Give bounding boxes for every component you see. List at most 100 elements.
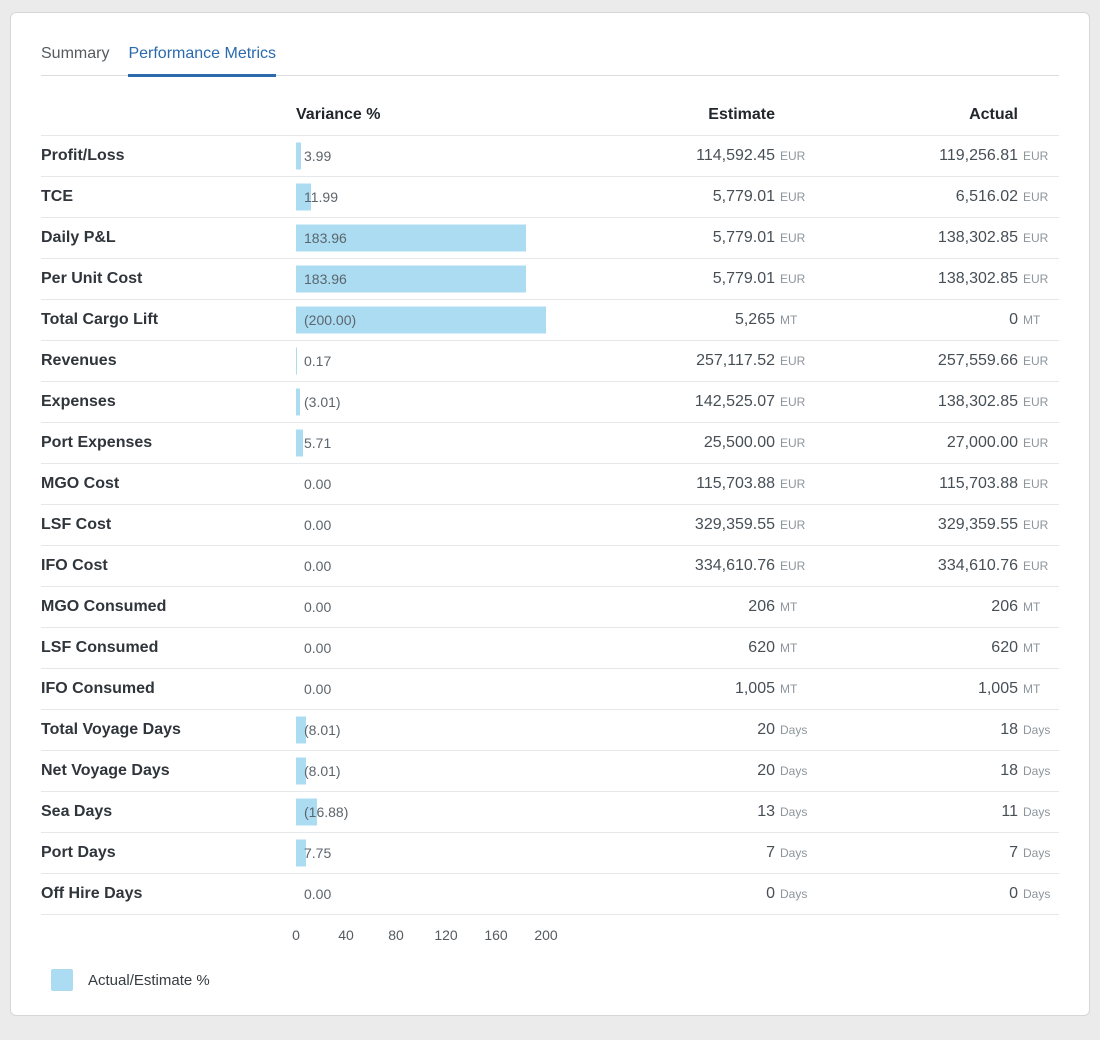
actual-value: 0 <box>1009 885 1018 903</box>
metric-label: Sea Days <box>41 803 296 821</box>
estimate-value: 620 <box>748 639 775 657</box>
estimate-value: 13 <box>757 803 775 821</box>
estimate-unit: EUR <box>780 149 816 163</box>
variance-cell: 0.00 <box>296 464 606 504</box>
variance-cell: 0.00 <box>296 587 606 627</box>
actual-value: 115,703.88 <box>939 475 1018 493</box>
metric-label: Profit/Loss <box>41 147 296 165</box>
variance-cell: 3.99 <box>296 136 606 176</box>
variance-value: 0.00 <box>304 681 331 697</box>
actual-value: 138,302.85 <box>938 229 1018 247</box>
actual-unit: Days <box>1023 764 1059 778</box>
metric-label: Revenues <box>41 352 296 370</box>
actual-value: 138,302.85 <box>938 270 1018 288</box>
estimate-cell: 114,592.45 EUR <box>606 136 816 176</box>
metric-label: Port Expenses <box>41 434 296 452</box>
actual-value: 620 <box>991 639 1018 657</box>
tab-performance-metrics[interactable]: Performance Metrics <box>128 39 276 75</box>
axis-tick-label: 120 <box>434 927 457 943</box>
estimate-unit: EUR <box>780 436 816 450</box>
estimate-unit: Days <box>780 887 816 901</box>
estimate-value: 257,117.52 <box>696 352 775 370</box>
actual-value: 27,000.00 <box>947 434 1018 452</box>
metric-label: Port Days <box>41 844 296 862</box>
actual-value: 138,302.85 <box>938 393 1018 411</box>
axis-tick-label: 200 <box>534 927 557 943</box>
actual-unit: Days <box>1023 723 1059 737</box>
actual-unit: EUR <box>1023 559 1059 573</box>
estimate-unit: EUR <box>780 559 816 573</box>
estimate-value: 0 <box>766 885 775 903</box>
axis-tick-label: 80 <box>388 927 404 943</box>
variance-cell: 0.17 <box>296 341 606 381</box>
actual-unit: EUR <box>1023 395 1059 409</box>
variance-value: 0.00 <box>304 886 331 902</box>
variance-value: 0.00 <box>304 558 331 574</box>
actual-unit: EUR <box>1023 354 1059 368</box>
actual-unit: MT <box>1023 313 1059 327</box>
variance-cell: 11.99 <box>296 177 606 217</box>
variance-cell: (8.01) <box>296 751 606 791</box>
metric-label: Off Hire Days <box>41 885 296 903</box>
estimate-value: 114,592.45 <box>696 147 775 165</box>
legend-label: Actual/Estimate % <box>88 972 210 989</box>
estimate-unit: EUR <box>780 477 816 491</box>
actual-cell: 138,302.85 EUR <box>816 382 1059 422</box>
actual-unit: EUR <box>1023 149 1059 163</box>
estimate-value: 20 <box>757 762 775 780</box>
variance-value: 11.99 <box>304 189 338 205</box>
estimate-value: 20 <box>757 721 775 739</box>
estimate-unit: EUR <box>780 231 816 245</box>
metric-label: Total Voyage Days <box>41 721 296 739</box>
metric-label: Expenses <box>41 393 296 411</box>
actual-unit: EUR <box>1023 436 1059 450</box>
variance-cell: 0.00 <box>296 505 606 545</box>
actual-unit: MT <box>1023 600 1059 614</box>
chart-legend: Actual/Estimate % <box>41 969 1059 991</box>
variance-value: 183.96 <box>304 230 347 246</box>
estimate-value: 115,703.88 <box>696 475 775 493</box>
estimate-value: 7 <box>766 844 775 862</box>
estimate-value: 1,005 <box>735 680 775 698</box>
estimate-unit: MT <box>780 600 816 614</box>
tabs: Summary Performance Metrics <box>41 39 1059 76</box>
estimate-value: 5,779.01 <box>713 229 775 247</box>
variance-value: (8.01) <box>304 722 341 738</box>
actual-unit: MT <box>1023 641 1059 655</box>
variance-bar <box>296 143 301 170</box>
table-header-row: Variance % Estimate Actual <box>41 94 1059 136</box>
actual-value: 1,005 <box>978 680 1018 698</box>
metric-label: Net Voyage Days <box>41 762 296 780</box>
column-header-actual: Actual <box>816 106 1059 124</box>
variance-value: 0.17 <box>304 353 331 369</box>
tab-summary[interactable]: Summary <box>41 39 109 75</box>
axis-tick-label: 0 <box>292 927 300 943</box>
metric-label: Total Cargo Lift <box>41 311 296 329</box>
